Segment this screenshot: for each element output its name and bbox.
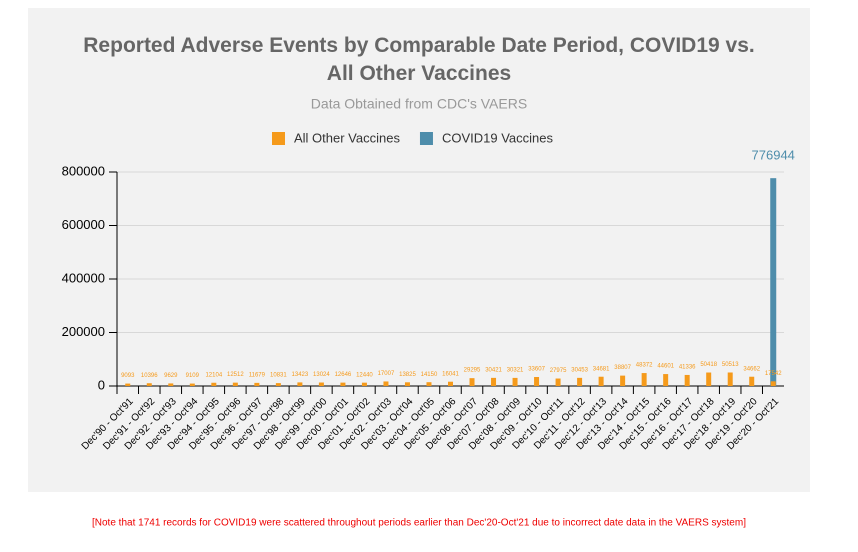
bar	[684, 374, 690, 386]
y-tick-label: 600000	[62, 217, 105, 232]
value-label: 14150	[421, 372, 438, 378]
bar	[340, 382, 346, 386]
value-label: 13024	[313, 372, 330, 378]
value-label: 12512	[227, 372, 244, 378]
value-label: 48372	[636, 363, 653, 369]
legend-swatch	[419, 132, 433, 145]
bar	[663, 374, 669, 386]
value-label: 9109	[186, 373, 200, 379]
bar	[749, 376, 755, 386]
bar	[125, 383, 131, 386]
bar	[404, 382, 410, 386]
value-label: 33607	[528, 367, 545, 373]
value-label: 776944	[752, 148, 795, 163]
bar	[426, 382, 432, 386]
value-label: 9629	[164, 373, 178, 379]
value-label: 34662	[743, 366, 760, 372]
bar	[168, 383, 174, 386]
bar	[512, 377, 518, 386]
value-label: 12440	[356, 372, 373, 378]
value-label: 11679	[249, 372, 266, 378]
value-label: 12104	[205, 372, 222, 378]
bar	[232, 382, 238, 386]
value-label: 13423	[292, 372, 309, 378]
bar	[469, 378, 475, 386]
y-tick-label: 0	[98, 377, 105, 392]
value-label: 29295	[464, 368, 481, 374]
value-label: 12646	[335, 372, 352, 378]
bar	[448, 381, 453, 386]
bar	[577, 377, 583, 386]
chart-title: Reported Adverse Events by Comparable Da…	[83, 34, 754, 85]
bar	[297, 382, 303, 386]
legend-label: All Other Vaccines	[294, 130, 400, 145]
bar	[189, 383, 195, 386]
value-label: 30321	[507, 367, 524, 373]
bar	[534, 377, 540, 386]
bar	[770, 381, 776, 386]
y-tick-label: 200000	[62, 324, 105, 339]
value-label: 17542	[765, 371, 782, 377]
bar	[706, 372, 712, 386]
value-label: 16041	[442, 371, 459, 377]
value-label: 30453	[571, 367, 588, 373]
y-tick-label: 400000	[62, 270, 105, 285]
value-label: 27975	[550, 368, 567, 374]
legend-swatch	[272, 132, 285, 145]
chart-subtitle: Data Obtained from CDC's VAERS	[311, 96, 527, 112]
bar	[254, 382, 260, 386]
value-label: 30421	[485, 367, 502, 373]
legend-label: COVID19 Vaccines	[442, 130, 554, 145]
value-label: 17007	[378, 371, 395, 377]
bar	[491, 377, 497, 386]
bar	[555, 378, 561, 386]
value-label: 10831	[270, 373, 287, 379]
bar	[318, 382, 324, 386]
value-label: 38807	[614, 365, 631, 371]
bar	[620, 375, 626, 386]
value-label: 9093	[121, 373, 135, 379]
y-tick-label: 800000	[62, 163, 105, 178]
bar	[275, 383, 281, 386]
bar	[361, 382, 367, 386]
bar	[211, 382, 217, 386]
value-label: 34681	[593, 366, 610, 372]
bar	[383, 381, 389, 386]
value-label: 10396	[141, 373, 158, 379]
value-label: 50513	[722, 362, 739, 368]
value-label: 44601	[657, 364, 674, 370]
bar	[598, 376, 604, 386]
bar	[641, 373, 647, 386]
value-label: 13825	[399, 372, 416, 378]
bar	[146, 383, 152, 386]
value-label: 50418	[700, 362, 717, 368]
chart-panel	[28, 8, 810, 492]
footnote: [Note that 1741 records for COVID19 were…	[92, 518, 746, 529]
bar	[770, 178, 777, 386]
value-label: 41336	[679, 365, 696, 371]
bar	[727, 372, 733, 386]
